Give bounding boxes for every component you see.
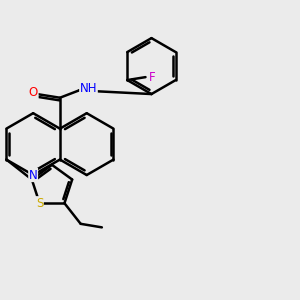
- Text: NH: NH: [80, 82, 97, 94]
- Text: O: O: [29, 86, 38, 99]
- Text: S: S: [36, 197, 43, 210]
- Text: N: N: [29, 169, 38, 182]
- Text: F: F: [149, 70, 155, 84]
